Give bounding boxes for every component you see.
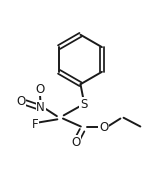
Text: O: O xyxy=(35,83,44,95)
Text: S: S xyxy=(80,98,87,111)
Text: N: N xyxy=(36,101,45,114)
Text: O: O xyxy=(16,95,25,108)
Text: F: F xyxy=(32,118,38,131)
Text: O: O xyxy=(99,121,108,134)
Text: O: O xyxy=(71,136,80,149)
